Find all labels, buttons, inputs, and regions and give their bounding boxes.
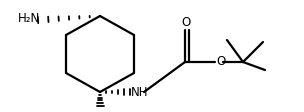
Text: NH: NH [131, 85, 148, 98]
Text: O: O [216, 55, 225, 68]
Text: H₂N: H₂N [18, 12, 40, 25]
Text: O: O [181, 15, 191, 28]
